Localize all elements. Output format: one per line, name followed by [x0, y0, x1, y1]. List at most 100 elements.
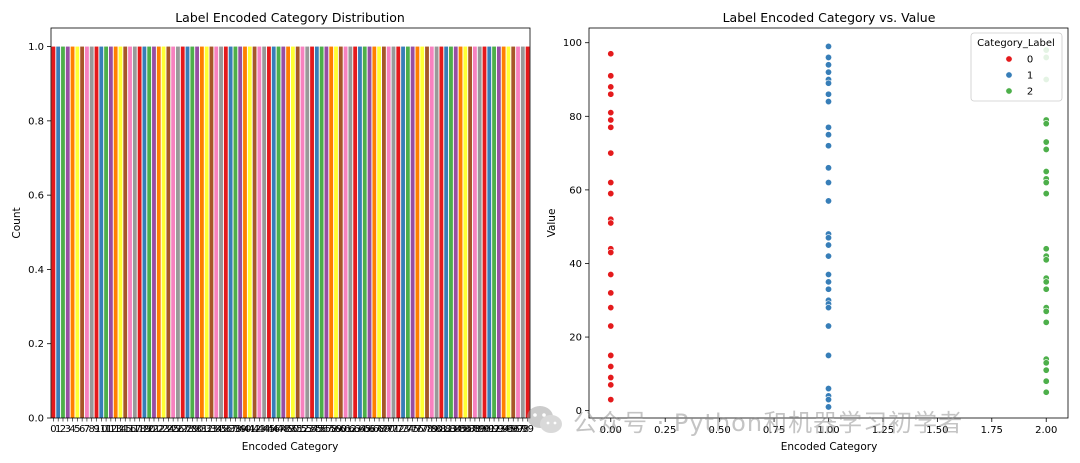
bar-82: [444, 46, 449, 418]
x-tick-label: 57: [320, 424, 333, 435]
bar-65: [362, 46, 367, 418]
x-tick-label: 92: [488, 424, 501, 435]
bar-83: [449, 46, 453, 418]
x-tick-label: 3: [65, 424, 71, 435]
point-category-2: [1042, 190, 1050, 198]
x-tick-label: 41: [243, 424, 256, 435]
y-tick-label: 0.4: [28, 265, 44, 276]
point-category-1: [824, 90, 832, 98]
point-category-0: [607, 179, 615, 187]
bar-75: [410, 46, 415, 418]
y-tick-label: 40: [569, 259, 582, 270]
x-tick-label: 83: [445, 424, 458, 435]
x-tick-label: 38: [229, 424, 242, 435]
bar-80: [434, 46, 439, 418]
x-tick-label: 42: [248, 424, 261, 435]
point-category-2: [1042, 278, 1050, 286]
bar-24: [166, 46, 171, 418]
bar-14: [118, 46, 123, 418]
bar-12: [108, 46, 113, 418]
bar-66: [367, 46, 372, 418]
x-tick-label: 24: [162, 424, 175, 435]
scatter-chart-ylabel: Value: [546, 209, 558, 238]
scatter-chart-frame: [588, 27, 1069, 419]
x-tick-label: 40: [239, 424, 252, 435]
x-tick-label: 34: [210, 424, 223, 435]
x-tick-label: 1.00: [817, 425, 839, 436]
bar-30: [195, 46, 200, 418]
point-category-2: [1042, 318, 1050, 326]
point-category-1: [824, 385, 832, 393]
bar-77: [420, 46, 425, 418]
y-tick-label: 60: [569, 185, 582, 196]
x-tick-label: 48: [277, 424, 290, 435]
x-tick-label: 45: [263, 424, 276, 435]
bar-78: [425, 46, 429, 418]
point-category-0: [607, 304, 615, 312]
x-tick-label: 31: [196, 424, 209, 435]
bar-59: [334, 46, 338, 418]
point-category-0: [607, 271, 615, 279]
bar-22: [156, 46, 161, 418]
point-category-0: [607, 116, 615, 124]
x-tick-label: 73: [397, 424, 410, 435]
x-tick-label: 84: [449, 424, 462, 435]
point-category-2: [1042, 377, 1050, 385]
x-tick-label: 28: [181, 424, 194, 435]
x-tick-label: 15: [119, 424, 132, 435]
x-tick-label: 20: [143, 424, 156, 435]
legend-entries: 0 1 2: [1005, 55, 1033, 98]
x-tick-label: 2.00: [1035, 425, 1057, 436]
x-tick-label: 0: [50, 424, 56, 435]
bar-84: [453, 46, 458, 418]
x-tick-label: 64: [354, 424, 367, 435]
bar-13: [113, 46, 118, 418]
y-tick-label: 1.0: [28, 42, 44, 53]
point-category-0: [607, 322, 615, 330]
x-tick-label: 11: [100, 424, 113, 435]
x-tick-label: 27: [176, 424, 189, 435]
x-tick-label: 22: [152, 424, 165, 435]
x-tick-label: 25: [167, 424, 180, 435]
point-category-0: [607, 149, 615, 157]
y-tick-label: 20: [569, 333, 582, 344]
x-tick-label: 67: [368, 424, 381, 435]
x-tick-label: 30: [191, 424, 204, 435]
x-tick-label: 47: [272, 424, 285, 435]
point-category-1: [824, 68, 832, 76]
bar-74: [405, 46, 410, 418]
point-category-1: [824, 285, 832, 293]
point-category-0: [607, 90, 615, 98]
legend-marker-1: [1005, 71, 1013, 79]
point-category-2: [1042, 138, 1050, 146]
bar-chart-xlabel: Encoded Category: [242, 441, 339, 453]
point-category-1: [824, 271, 832, 279]
x-tick-label: 32: [200, 424, 213, 435]
x-tick-label: 99: [521, 424, 534, 435]
bar-48: [281, 46, 286, 418]
point-category-0: [607, 190, 615, 198]
bar-91: [487, 46, 492, 418]
point-category-1: [824, 304, 832, 312]
bar-32: [204, 46, 209, 418]
x-tick-label: 10: [95, 424, 108, 435]
point-category-1: [824, 61, 832, 69]
bar-99: [525, 46, 530, 418]
x-tick-label: 39: [234, 424, 247, 435]
point-category-0: [607, 248, 615, 256]
legend-marker-0: [1005, 55, 1013, 63]
bar-61: [343, 46, 348, 418]
bar-29: [190, 46, 195, 418]
bar-87: [468, 46, 473, 418]
bar-15: [123, 46, 128, 418]
wechat-icon: [527, 406, 562, 433]
bar-63: [353, 46, 358, 418]
x-tick-label: 59: [330, 424, 343, 435]
bar-34: [214, 46, 219, 418]
point-category-0: [607, 362, 615, 370]
x-tick-label: 78: [421, 424, 434, 435]
bar-62: [348, 46, 353, 418]
x-tick-label: 52: [296, 424, 309, 435]
x-tick-label: 21: [148, 424, 161, 435]
bar-10: [99, 46, 104, 418]
